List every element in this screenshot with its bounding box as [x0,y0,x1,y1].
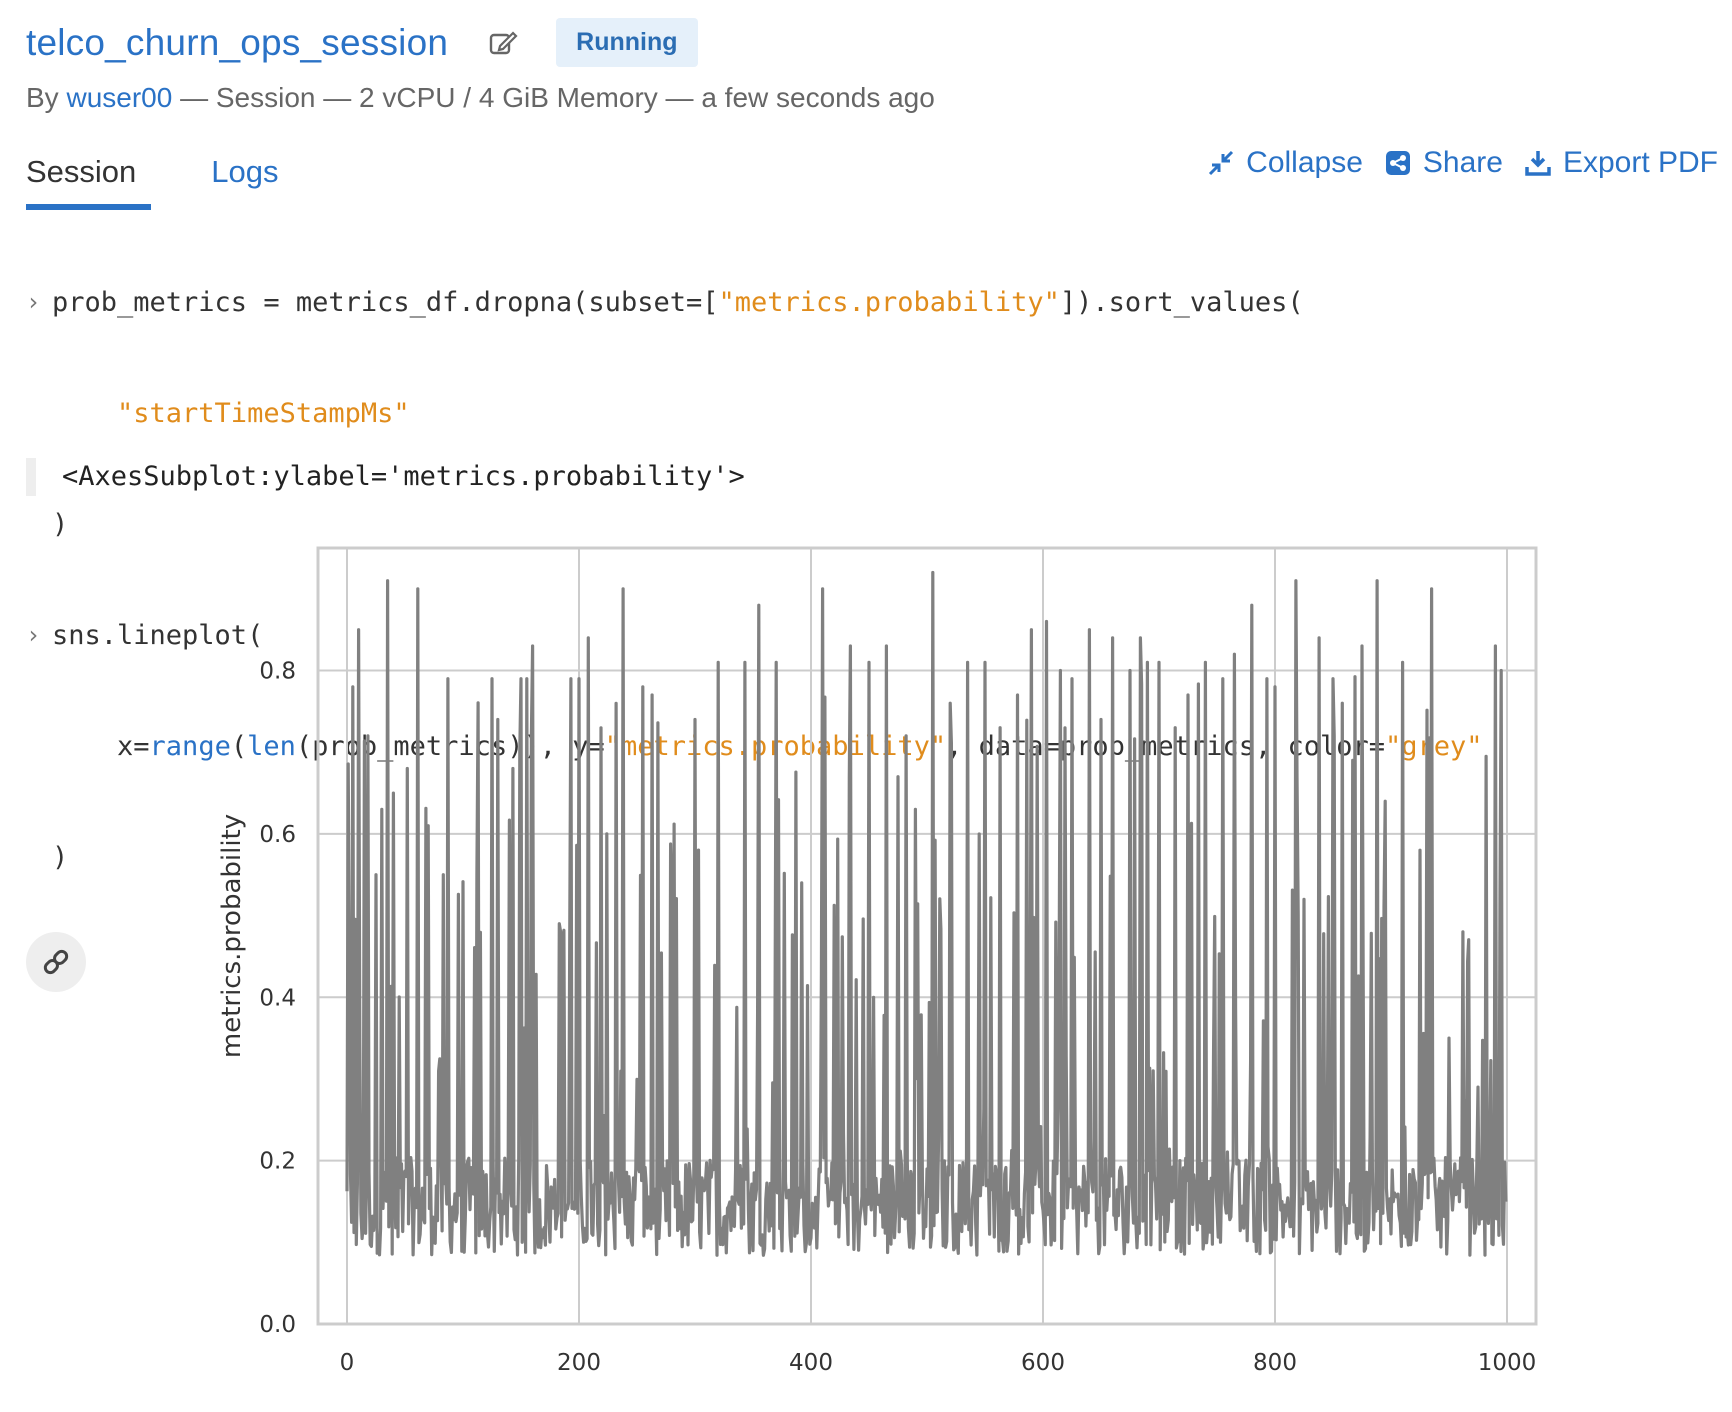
download-icon [1525,151,1551,176]
code-function: len [247,731,296,762]
session-header: telco_churn_ops_session Running [26,18,698,67]
x-tick-label: 400 [789,1350,833,1376]
share-icon [1385,151,1410,175]
code-text: ]).sort_values( [1059,287,1304,318]
plot-frame [316,546,1538,1326]
code-line: "startTimeStampMs" [26,395,1483,432]
code-text: sns.lineplot( [52,620,264,651]
tab-bar: Session Logs [26,150,339,210]
permalink-button[interactable] [26,932,86,992]
export-pdf-label: Export PDF [1562,146,1718,179]
toolbar: Collapse Share Export PDF [1186,146,1718,180]
chevron-right-icon[interactable]: › [26,621,41,649]
code-text: ( [230,731,248,762]
share-label: Share [1422,146,1503,179]
export-pdf-button[interactable]: Export PDF [1525,146,1718,180]
collapse-label: Collapse [1246,146,1363,179]
chevron-right-icon[interactable]: › [26,288,41,316]
series-line [345,570,1508,1257]
code-text: ) [52,509,69,540]
meta-details: — Session — 2 vCPU / 4 GiB Memory — a fe… [172,82,935,113]
cell-output: <AxesSubplot:ylabel='metrics.probability… [26,458,745,496]
code-text: x= [52,731,150,762]
y-tick-label: 0.0 [259,1312,296,1338]
x-tick-label: 200 [557,1350,601,1376]
edit-icon[interactable] [488,28,518,58]
x-tick-label: 0 [340,1350,355,1376]
code-line: › prob_metrics = metrics_df.dropna(subset… [26,284,1483,321]
status-badge: Running [556,18,698,67]
share-button[interactable]: Share [1385,146,1503,180]
line-chart: 0 200 400 600 800 1000 0.0 0.2 0.4 0.6 0.8 metrics.… [217,546,1538,1376]
code-function: range [149,731,231,762]
y-tick-label: 0.8 [259,659,296,685]
code-string: "metrics.probability" [718,287,1060,318]
x-tick-label: 1000 [1478,1350,1537,1376]
y-tick-label: 0.6 [259,822,296,848]
tab-session[interactable]: Session [26,150,152,210]
y-tick-label: 0.4 [259,985,296,1011]
session-title[interactable]: telco_churn_ops_session [26,21,449,63]
code-line: ) [26,506,1483,543]
code-line: ) [26,839,1483,876]
code-cell[interactable]: › prob_metrics = metrics_df.dropna(subset… [26,210,1483,913]
code-line: › sns.lineplot( [26,617,1483,654]
code-text: ) [52,842,69,873]
collapse-button[interactable]: Collapse [1208,146,1363,180]
tab-logs[interactable]: Logs [211,154,279,189]
collapse-icon [1209,150,1234,176]
y-tick-label: 0.2 [259,1149,296,1175]
link-icon [43,949,69,975]
x-tick-label: 800 [1253,1350,1297,1376]
x-tick-label: 600 [1021,1350,1065,1376]
session-meta: By wuser00 — Session — 2 vCPU / 4 GiB Me… [26,82,935,114]
user-link[interactable]: wuser00 [66,82,173,113]
y-axis-label: metrics.probability [217,814,247,1058]
meta-prefix: By [26,82,67,113]
code-text: prob_metrics = metrics_df.dropna(subset=… [52,287,719,318]
code-string: "startTimeStampMs" [52,398,410,429]
